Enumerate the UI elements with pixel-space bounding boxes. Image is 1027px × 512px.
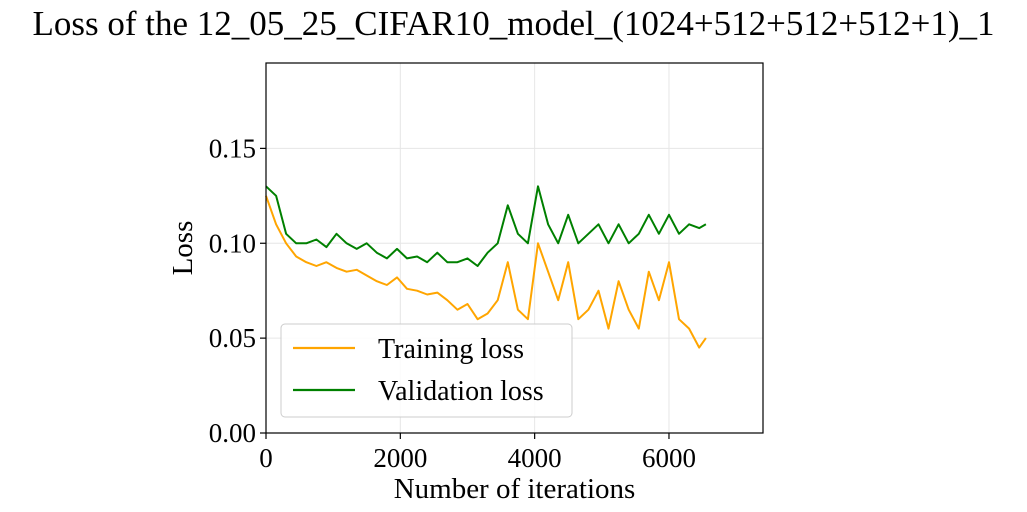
series-line-validation [265, 185, 707, 267]
plot-frame [265, 62, 764, 434]
x-tick-label: 6000 [642, 443, 696, 473]
x-tick-label: 2000 [373, 443, 427, 473]
y-axis-label: Loss [167, 221, 199, 276]
legend-label-validation: Validation loss [378, 376, 544, 407]
series-line-training [265, 195, 707, 349]
x-axis-label: Number of iterations [394, 473, 636, 505]
y-tick-label: 0.00 [209, 418, 256, 448]
legend: Training loss Validation loss [280, 323, 573, 418]
legend-label-training: Training loss [378, 334, 524, 365]
y-tick-label: 0.15 [209, 133, 256, 163]
y-tick-label: 0.10 [209, 228, 256, 258]
x-tick-label: 0 [259, 443, 273, 473]
y-tick-label: 0.05 [209, 323, 256, 353]
axis-ticks: 0 2000 4000 6000 0.00 0.05 0.10 0.15 [209, 133, 696, 473]
chart-title: Loss of the 12_05_25_CIFAR10_model_(1024… [32, 4, 995, 43]
x-tick-label: 4000 [508, 443, 562, 473]
series-lines [265, 185, 707, 349]
